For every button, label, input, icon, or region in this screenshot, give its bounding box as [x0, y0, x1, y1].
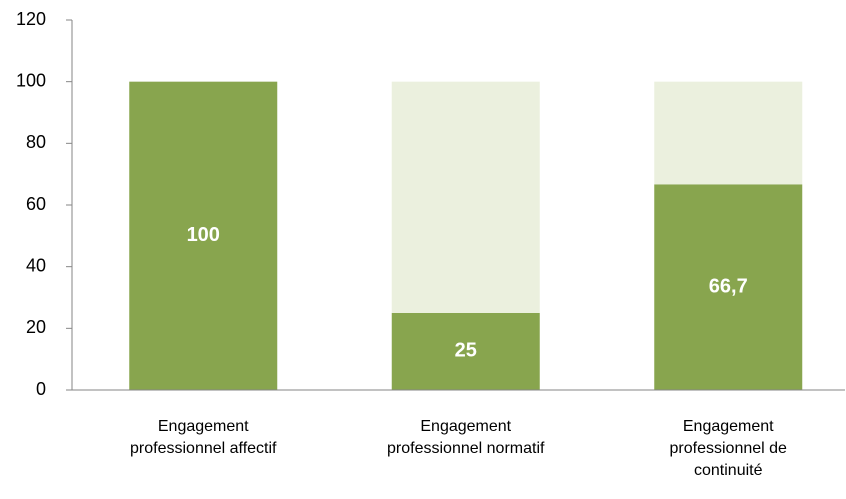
y-tick-label: 0: [36, 379, 46, 399]
y-tick-label: 40: [26, 255, 46, 275]
x-tick-label: Engagement professionnel normatif: [387, 418, 545, 457]
y-tick-label: 60: [26, 194, 46, 214]
bar-segment: [654, 81, 803, 185]
x-tick-label: Engagement professionnel de continuité: [669, 418, 787, 479]
y-tick-label: 120: [16, 9, 46, 29]
bar-segment: [654, 184, 803, 390]
bar-segment: [129, 81, 278, 391]
y-tick-label: 80: [26, 132, 46, 152]
value-label: 100: [187, 224, 220, 246]
y-tick-label: 100: [16, 70, 46, 90]
y-tick-label: 20: [26, 317, 46, 337]
x-tick-label: Engagement professionnel affectif: [130, 418, 277, 457]
value-label: 66,7: [709, 275, 748, 297]
value-label: 25: [455, 340, 477, 362]
bar-segment: [391, 312, 540, 390]
bar-segment: [391, 81, 540, 313]
